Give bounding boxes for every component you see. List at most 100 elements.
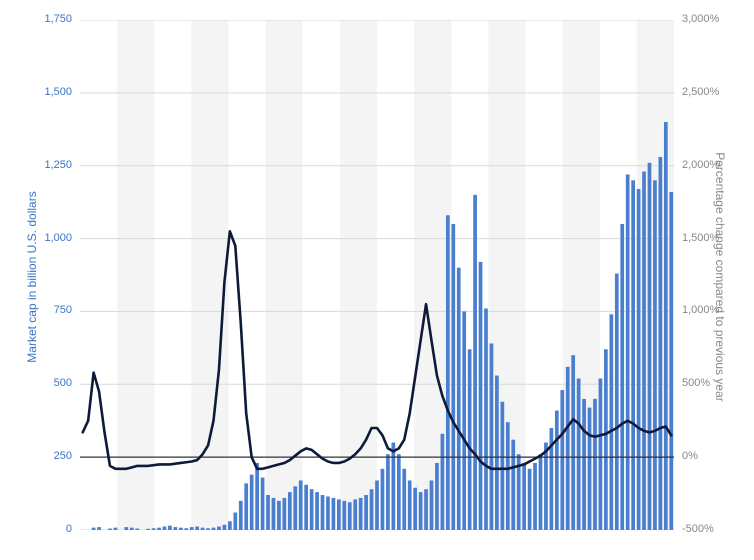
bar bbox=[386, 454, 390, 530]
bar bbox=[648, 163, 652, 530]
bar bbox=[604, 349, 608, 530]
bar bbox=[637, 189, 641, 530]
bar bbox=[669, 192, 673, 530]
bar bbox=[293, 486, 297, 530]
y1-tick-label: 1,250 bbox=[0, 159, 72, 171]
bar bbox=[168, 526, 172, 530]
bar bbox=[615, 274, 619, 530]
bar bbox=[419, 492, 423, 530]
bar bbox=[174, 527, 178, 530]
bar bbox=[206, 528, 210, 530]
y1-tick-label: 0 bbox=[0, 523, 72, 535]
bar bbox=[277, 501, 281, 530]
bar bbox=[457, 268, 461, 530]
y1-tick-label: 500 bbox=[0, 377, 72, 389]
bar bbox=[283, 498, 287, 530]
bar bbox=[631, 180, 635, 530]
y2-tick-label: 2,000% bbox=[682, 159, 719, 171]
bar bbox=[124, 527, 128, 530]
bar bbox=[484, 309, 488, 530]
bar bbox=[462, 311, 466, 530]
bar bbox=[195, 527, 199, 531]
bar bbox=[157, 528, 161, 530]
bar bbox=[659, 157, 663, 530]
bar bbox=[228, 521, 232, 530]
bar bbox=[348, 502, 352, 530]
bar bbox=[582, 399, 586, 530]
bar bbox=[217, 527, 221, 531]
bar bbox=[528, 469, 532, 530]
bar bbox=[179, 528, 183, 530]
y1-tick-label: 750 bbox=[0, 304, 72, 316]
bar bbox=[272, 498, 276, 530]
bar bbox=[304, 485, 308, 530]
bar bbox=[239, 501, 243, 530]
bar bbox=[402, 469, 406, 530]
bar bbox=[566, 367, 570, 530]
bar bbox=[451, 224, 455, 530]
bar bbox=[266, 495, 270, 530]
bar bbox=[642, 172, 646, 530]
bar bbox=[114, 528, 118, 530]
bar bbox=[244, 483, 248, 530]
bar bbox=[381, 469, 385, 530]
bar bbox=[315, 492, 319, 530]
bar bbox=[430, 480, 434, 530]
bar bbox=[588, 408, 592, 530]
bar bbox=[370, 489, 374, 530]
bar bbox=[500, 402, 504, 530]
bar bbox=[609, 314, 613, 530]
bar bbox=[653, 180, 657, 530]
plot-area bbox=[80, 20, 674, 530]
bar bbox=[577, 378, 581, 530]
bar bbox=[560, 390, 564, 530]
bar bbox=[250, 475, 254, 530]
y2-tick-label: 3,000% bbox=[682, 13, 719, 25]
y2-axis-label: Percentage change compared to previous y… bbox=[713, 137, 727, 417]
bar bbox=[299, 480, 303, 530]
bar bbox=[424, 489, 428, 530]
y2-tick-label: -500% bbox=[682, 523, 714, 535]
bar bbox=[593, 399, 597, 530]
y1-axis-label: Market cap in billion U.S. dollars bbox=[25, 177, 39, 377]
bar bbox=[310, 489, 314, 530]
y1-tick-label: 1,750 bbox=[0, 13, 72, 25]
bar bbox=[184, 528, 188, 530]
bar bbox=[468, 349, 472, 530]
market-cap-chart: Market cap in billion U.S. dollars Perce… bbox=[0, 0, 754, 560]
bar bbox=[332, 498, 336, 530]
bar bbox=[446, 215, 450, 530]
bar bbox=[544, 443, 548, 530]
bar bbox=[261, 478, 265, 530]
y2-tick-label: 500% bbox=[682, 377, 710, 389]
bar bbox=[522, 463, 526, 530]
bar bbox=[473, 195, 477, 530]
bar bbox=[397, 454, 401, 530]
bar bbox=[233, 513, 237, 530]
bar bbox=[353, 499, 357, 530]
bar bbox=[97, 527, 101, 530]
bar bbox=[146, 529, 150, 530]
y1-tick-label: 1,000 bbox=[0, 232, 72, 244]
y2-tick-label: 1,500% bbox=[682, 232, 719, 244]
bar bbox=[255, 463, 259, 530]
bar bbox=[92, 528, 96, 530]
bar bbox=[506, 422, 510, 530]
bar bbox=[441, 434, 445, 530]
bar bbox=[342, 501, 346, 530]
bar bbox=[375, 480, 379, 530]
bar bbox=[130, 528, 134, 530]
y2-tick-label: 2,500% bbox=[682, 86, 719, 98]
bar bbox=[212, 528, 216, 530]
chart-svg bbox=[80, 20, 674, 530]
bar bbox=[539, 454, 543, 530]
bar bbox=[337, 499, 341, 530]
bar bbox=[135, 529, 139, 530]
bar bbox=[555, 411, 559, 530]
bar bbox=[392, 443, 396, 530]
y1-tick-label: 250 bbox=[0, 450, 72, 462]
bar bbox=[201, 528, 205, 530]
bar bbox=[163, 527, 167, 531]
bar bbox=[533, 463, 537, 530]
bar bbox=[495, 376, 499, 530]
